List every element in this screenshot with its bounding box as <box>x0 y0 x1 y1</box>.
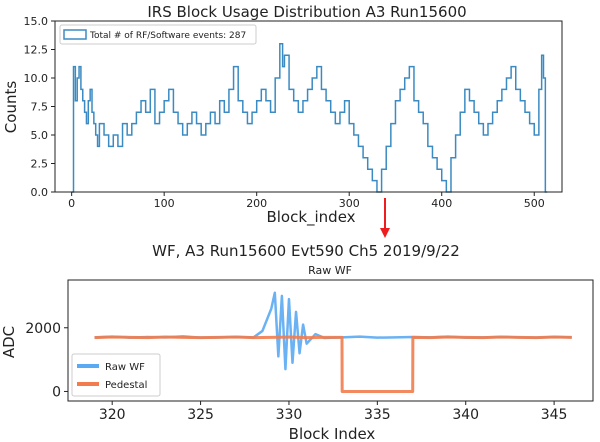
chart2-plot-frame <box>67 279 594 402</box>
chart1-x-tick-label: 100 <box>154 197 175 210</box>
chart2-x-tick-label: 330 <box>276 407 303 423</box>
chart2-x-axis-label: Block Index <box>289 425 376 442</box>
chart1-y-tick: 12.5 <box>24 44 55 57</box>
chart1-y-tick: 15.0 <box>24 15 55 28</box>
chart1-y-tick-label: 10.0 <box>24 72 49 85</box>
chart2-x-tick: 320 <box>99 401 126 423</box>
chart1-legend-box <box>59 24 257 45</box>
chart1-y-tick-label: 5.0 <box>31 129 49 142</box>
chart2-x-tick: 330 <box>276 401 303 423</box>
chart1-x-tick: 300 <box>339 192 360 210</box>
chart2-y-tick-label: 2000 <box>25 321 61 337</box>
chart2-x-tick-label: 320 <box>99 407 126 423</box>
chart1-legend-label: Total # of RF/Software events: 287 <box>89 31 246 41</box>
chart2-x-tick: 345 <box>541 401 568 423</box>
chart2-suptitle: WF, A3 Run15600 Evt590 Ch5 2019/9/22 <box>152 242 460 260</box>
chart1-y-tick-label: 7.5 <box>31 101 49 114</box>
chart1-y-tick: 2.5 <box>31 158 55 171</box>
chart2-y-tick: 2000 <box>25 321 68 337</box>
chart1-legend: Total # of RF/Software events: 287 <box>59 24 257 45</box>
chart1-x-tick: 0 <box>68 192 75 210</box>
chart1-y-tick-label: 0.0 <box>31 186 49 199</box>
chart1-x-tick: 400 <box>431 192 452 210</box>
chart2-series-pedestal-line <box>94 335 572 393</box>
chart2-x-tick: 325 <box>187 401 214 423</box>
chart1-x-tick-label: 300 <box>339 197 360 210</box>
chart2-title: Raw WF <box>308 264 352 277</box>
red-arrow-annotation <box>380 198 390 238</box>
chart1-y-tick: 10.0 <box>24 72 55 85</box>
chart1-x-tick-label: 200 <box>246 197 267 210</box>
chart2-legend-label-raw: Raw WF <box>105 362 145 373</box>
chart1-y-tick: 7.5 <box>31 101 55 114</box>
chart2-y-axis-label: ADC <box>0 326 18 358</box>
chart2-legend: Raw WF Pedestal <box>71 353 161 397</box>
chart1-title: IRS Block Usage Distribution A3 Run15600 <box>147 3 466 21</box>
chart1-x-tick-label: 500 <box>524 197 545 210</box>
chart1-x-axis-label: Block_index <box>266 208 355 227</box>
chart2-x-tick-label: 345 <box>541 407 568 423</box>
chart2-x-tick-label: 325 <box>187 407 214 423</box>
chart1-y-tick-label: 2.5 <box>31 158 49 171</box>
chart1-x-tick: 500 <box>524 192 545 210</box>
chart1-y-tick: 5.0 <box>31 129 55 142</box>
chart2-x-tick-label: 335 <box>364 407 391 423</box>
chart2-legend-label-pedestal: Pedestal <box>105 380 147 391</box>
chart2-y-tick-label: 0 <box>52 384 61 400</box>
chart2-x-tick-label: 340 <box>452 407 479 423</box>
chart-block-usage: IRS Block Usage Distribution A3 Run15600… <box>2 3 563 227</box>
chart2-series-raw-wf-line <box>94 291 572 371</box>
chart1-y-tick-label: 15.0 <box>24 15 49 28</box>
chart1-x-tick-label: 400 <box>431 197 452 210</box>
chart1-y-axis-label: Counts <box>2 81 20 134</box>
chart1-x-tick-label: 0 <box>68 197 75 210</box>
chart1-plot-frame <box>54 20 563 193</box>
chart2-y-tick: 0 <box>52 384 68 400</box>
chart-raw-waveform: WF, A3 Run15600 Evt590 Ch5 2019/9/22 Raw… <box>0 242 594 442</box>
chart2-x-tick: 335 <box>364 401 391 423</box>
chart1-x-tick: 100 <box>154 192 175 210</box>
chart1-y-tick-label: 12.5 <box>24 44 49 57</box>
chart1-series-line <box>71 43 548 193</box>
chart1-y-tick: 0.0 <box>31 186 55 199</box>
chart2-x-tick: 340 <box>452 401 479 423</box>
chart1-legend-swatch <box>63 29 87 40</box>
chart1-x-tick: 200 <box>246 192 267 210</box>
